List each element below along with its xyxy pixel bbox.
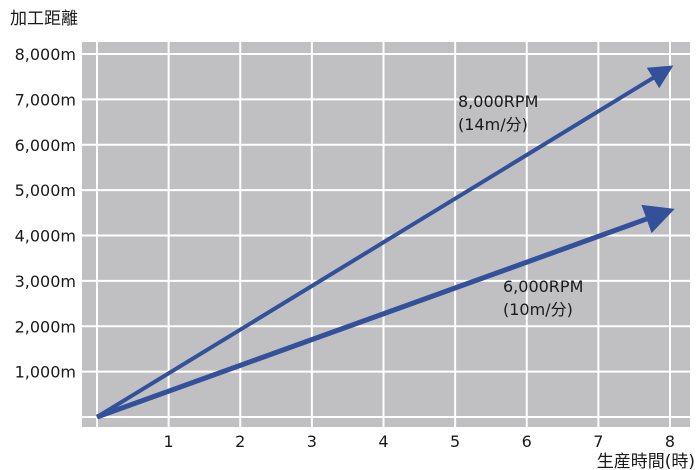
x-axis-label: 生産時間(時)	[597, 452, 695, 470]
y-axis-tick-labels: 1,000m 2,000m 3,000m 4,000m 5,000m 6,000m 7,00…	[15, 45, 76, 382]
y-tick-label: 1,000m	[15, 363, 76, 382]
annotation-6000rpm-line2: (10m/分)	[503, 300, 573, 319]
y-tick-label: 5,000m	[15, 181, 76, 200]
y-tick-label: 8,000m	[15, 45, 76, 64]
y-tick-label: 3,000m	[15, 272, 76, 291]
x-tick-label: 2	[235, 432, 245, 451]
y-tick-label: 4,000m	[15, 227, 76, 246]
annotation-8000rpm-line2: (14m/分)	[458, 115, 528, 134]
x-tick-label: 7	[593, 432, 603, 451]
y-axis-label: 加工距離	[10, 9, 78, 29]
x-tick-label: 3	[307, 432, 317, 451]
y-tick-label: 7,000m	[15, 90, 76, 109]
series-line-1	[95, 65, 674, 419]
grid-lines	[82, 42, 690, 427]
y-tick-label: 6,000m	[15, 136, 76, 155]
x-tick-label: 6	[522, 432, 532, 451]
series-lines	[95, 65, 675, 420]
annotation-6000rpm-line1: 6,000RPM	[503, 277, 583, 296]
annotation-8000rpm-line1: 8,000RPM	[458, 92, 538, 111]
series-line-2	[96, 204, 675, 420]
x-axis-tick-labels: 1 2 3 4 5 6 7 8	[164, 432, 676, 451]
y-tick-label: 2,000m	[15, 317, 76, 336]
x-tick-label: 4	[378, 432, 388, 451]
x-tick-label: 5	[450, 432, 460, 451]
x-tick-label: 1	[164, 432, 174, 451]
x-tick-label: 8	[665, 432, 675, 451]
